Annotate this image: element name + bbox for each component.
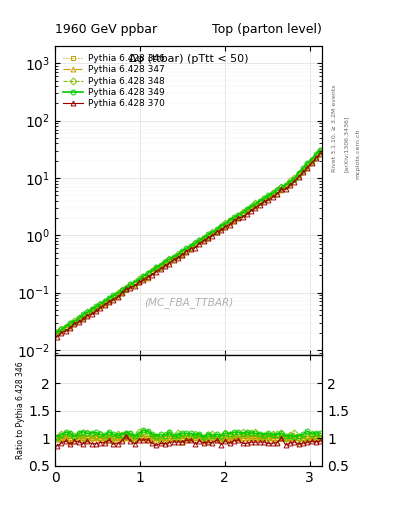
Text: mcplots.cern.ch: mcplots.cern.ch (356, 129, 361, 179)
Text: Rivet 3.1.10, ≥ 3.2M events: Rivet 3.1.10, ≥ 3.2M events (332, 84, 337, 172)
Text: Δφ (ttbar) (pTtt < 50): Δφ (ttbar) (pTtt < 50) (129, 54, 248, 64)
Y-axis label: Ratio to Pythia 6.428 346: Ratio to Pythia 6.428 346 (17, 362, 26, 459)
Text: [arXiv:1306.3436]: [arXiv:1306.3436] (344, 115, 349, 172)
Legend: Pythia 6.428 346, Pythia 6.428 347, Pythia 6.428 348, Pythia 6.428 349, Pythia 6: Pythia 6.428 346, Pythia 6.428 347, Pyth… (59, 51, 168, 112)
Text: (MC_FBA_TTBAR): (MC_FBA_TTBAR) (144, 297, 233, 308)
Text: 1960 GeV ppbar: 1960 GeV ppbar (55, 23, 157, 36)
Text: Top (parton level): Top (parton level) (212, 23, 322, 36)
